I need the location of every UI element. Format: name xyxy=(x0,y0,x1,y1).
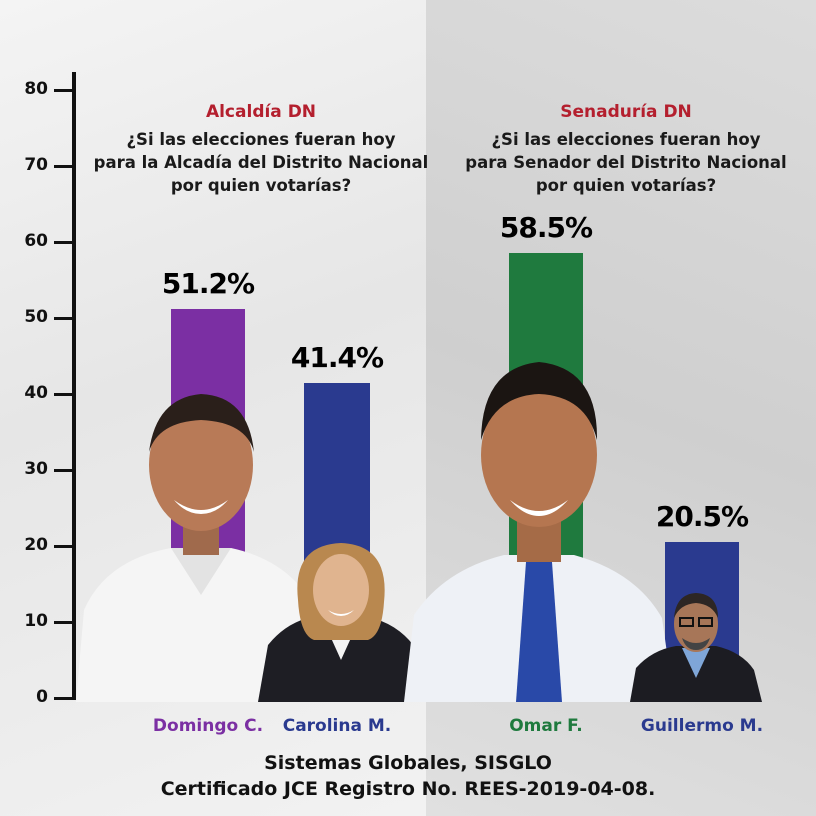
footer-certificate: Certificado JCE Registro No. REES-2019-0… xyxy=(160,778,656,800)
y-tick xyxy=(54,241,76,244)
y-tick-label: 0 xyxy=(36,687,48,707)
y-tick-label: 30 xyxy=(24,459,48,479)
y-tick xyxy=(54,165,76,168)
question-line: ¿Si las elecciones fueran hoy xyxy=(126,130,396,149)
question-senaduria: ¿Si las elecciones fueran hoy para Senad… xyxy=(446,128,806,197)
y-tick-label: 80 xyxy=(24,79,48,99)
y-tick xyxy=(54,317,76,320)
question-line: ¿Si las elecciones fueran hoy xyxy=(491,130,761,149)
question-alcaldia: ¿Si las elecciones fueran hoy para la Al… xyxy=(86,128,436,197)
panel-title-alcaldia: Alcaldía DN xyxy=(205,102,317,122)
y-axis-line xyxy=(72,72,76,698)
y-tick xyxy=(54,697,76,700)
y-tick xyxy=(54,621,76,624)
candidate-photo-domingo xyxy=(76,380,326,702)
data-label-domingo: 51.2% xyxy=(161,266,255,300)
y-tick xyxy=(54,545,76,548)
x-tick-label-carolina: Carolina M. xyxy=(282,716,392,736)
y-tick-label: 20 xyxy=(24,535,48,555)
data-label-omar: 58.5% xyxy=(499,211,593,245)
question-line: para Senador del Distrito Nacional xyxy=(465,153,787,172)
x-tick-label-domingo: Domingo C. xyxy=(152,716,264,736)
question-line: para la Alcadía del Distrito Nacional xyxy=(93,153,429,172)
panel-title-senaduria: Senaduría DN xyxy=(560,102,692,122)
data-label-guillermo: 20.5% xyxy=(655,500,749,534)
y-tick-label: 60 xyxy=(24,231,48,251)
x-tick-label-omar: Omar F. xyxy=(509,716,583,736)
y-tick xyxy=(54,393,76,396)
y-tick-label: 50 xyxy=(24,307,48,327)
y-tick-label: 70 xyxy=(24,155,48,175)
data-label-carolina: 41.4% xyxy=(290,341,384,375)
question-line: por quien votarías? xyxy=(170,176,352,195)
y-tick xyxy=(54,469,76,472)
x-tick-label-guillermo: Guillermo M. xyxy=(640,716,764,736)
candidate-photo-omar xyxy=(404,350,674,702)
footer-source: Sistemas Globales, SISGLO xyxy=(264,752,552,774)
y-tick xyxy=(54,89,76,92)
candidate-photo-guillermo xyxy=(630,590,762,702)
y-tick-label: 10 xyxy=(24,611,48,631)
candidate-photo-carolina xyxy=(258,540,424,702)
y-tick-label: 40 xyxy=(24,383,48,403)
question-line: por quien votarías? xyxy=(535,176,717,195)
